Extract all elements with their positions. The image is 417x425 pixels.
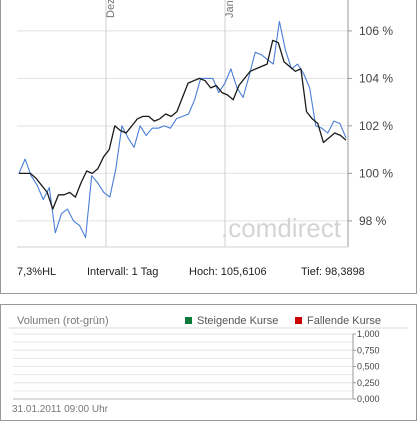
legend-rising-label: Steigende Kurse — [197, 315, 279, 327]
price-series-line — [19, 39, 347, 210]
y-tick-label: 100 % — [359, 166, 393, 180]
y-tick-label: 106 % — [359, 24, 393, 38]
legend-falling: Fallende Kurse — [295, 315, 381, 327]
benchmark-series-line — [18, 20, 347, 239]
legend-falling-swatch — [295, 317, 302, 324]
price-chart: 106 % 104 % 102 % 100 % 98 % Dez Jan .comdirect — [17, 0, 393, 248]
legend-rising-swatch — [185, 317, 192, 324]
timestamp: 31.01.2011 09:00 Uhr — [12, 404, 109, 415]
legend-rising: Steigende Kurse — [185, 315, 278, 327]
range-percent: 7,3%HL — [17, 266, 57, 278]
interval-label: Intervall: 1 Tag — [87, 266, 159, 278]
y-tick-label: 98 % — [359, 214, 387, 228]
volume-y-tick-label: 1,000 — [357, 329, 380, 339]
volume-title: Volumen (rot-grün) — [17, 315, 109, 327]
y-tick-label: 102 % — [359, 119, 393, 133]
volume-chart: 1,000 0,750 0,500 0,250 0,000 — [9, 327, 408, 404]
volume-y-tick-label: 0,250 — [357, 378, 380, 388]
stats-row: 7,3%HL Intervall: 1 Tag Hoch: 105,6106 T… — [1, 263, 416, 283]
high-value: Hoch: 105,6106 — [189, 266, 267, 278]
price-chart-panel: 106 % 104 % 102 % 100 % 98 % Dez Jan .comdirect… — [0, 0, 417, 294]
volume-y-tick-label: 0,500 — [357, 362, 380, 372]
low-value: Tief: 98,3898 — [301, 266, 365, 278]
volume-y-tick-label: 0,000 — [357, 394, 380, 404]
x-tick-label: Jan — [224, 0, 236, 18]
x-tick-label: Dez — [105, 0, 117, 18]
legend-falling-label: Fallende Kurse — [307, 315, 381, 327]
volume-chart-panel: 1,000 0,750 0,500 0,250 0,000 Volumen (rot-g… — [0, 304, 417, 421]
watermark: .comdirect — [221, 213, 342, 243]
volume-y-tick-label: 0,750 — [357, 345, 380, 355]
y-tick-label: 104 % — [359, 71, 393, 85]
